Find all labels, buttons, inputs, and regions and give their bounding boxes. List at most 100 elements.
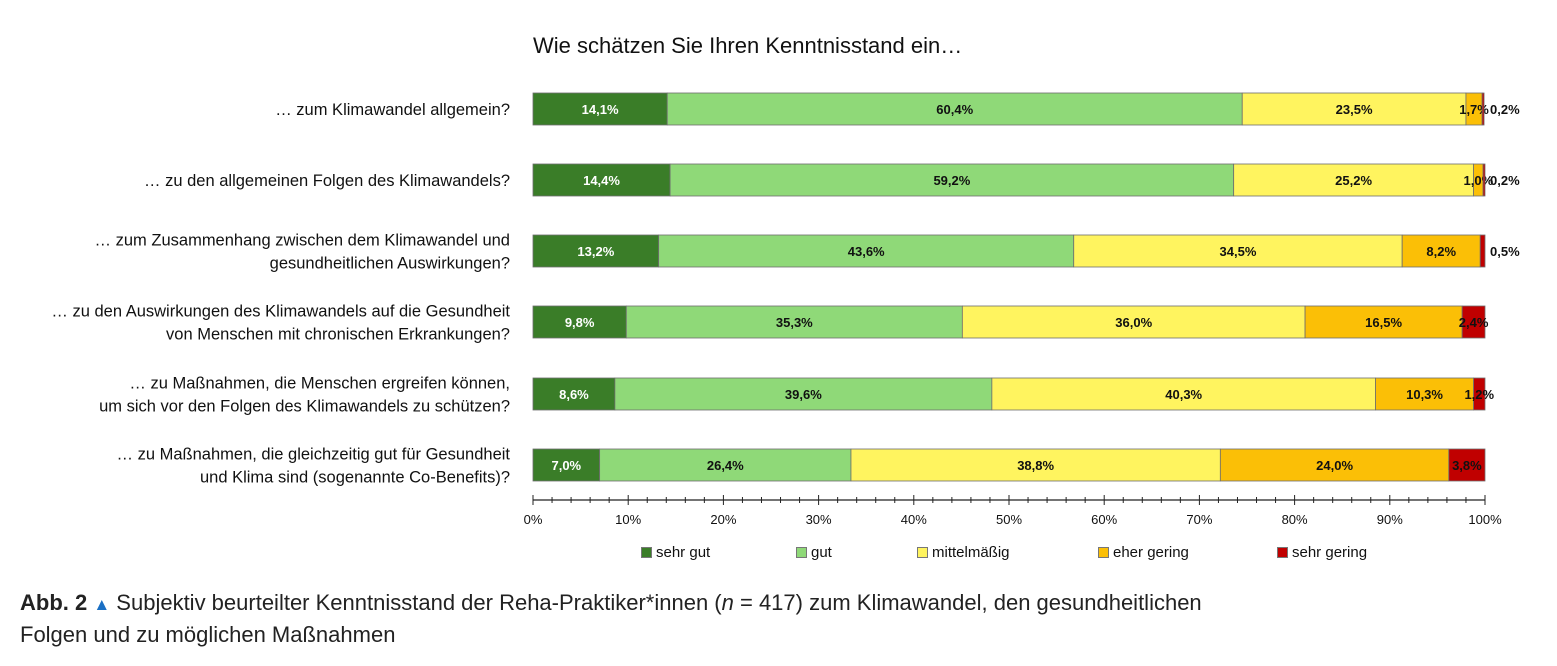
data-label: 0,5% (1490, 244, 1520, 259)
bar-segment (1073, 234, 1403, 268)
bar-segment (1482, 163, 1486, 197)
bar-segment (1401, 234, 1481, 268)
data-label: 10,3% (1406, 387, 1443, 402)
category-label: … zu Maßnahmen, die Menschen ergreifen k… (129, 375, 510, 393)
data-label: 7,0% (551, 458, 581, 473)
caption-line-1: Abb. 2 ▲ Subjektiv beurteilter Kenntniss… (20, 588, 1400, 620)
category-label: … zum Klimawandel allgemein? (275, 101, 510, 119)
bar-segment (1304, 305, 1463, 339)
caption-text-part-2: = 417) zum Klimawandel, den gesundheitli… (733, 590, 1202, 615)
bar-segment (1479, 234, 1486, 268)
category-label: und Klima sind (sogenannte Co-Benefits)? (200, 469, 510, 487)
figure-caption: Abb. 2 ▲ Subjektiv beurteilter Kenntniss… (20, 588, 1400, 650)
data-label: 38,8% (1017, 458, 1054, 473)
data-label: 9,8% (565, 315, 595, 330)
data-label: 8,6% (559, 387, 589, 402)
x-tick-label: 80% (1282, 512, 1308, 527)
legend-item: mittelmäßig (917, 544, 1010, 561)
legend-label: gut (811, 544, 832, 561)
bar-segment (666, 92, 1243, 126)
data-label: 43,6% (848, 244, 885, 259)
bar-segment (532, 377, 616, 411)
data-label: 8,2% (1426, 244, 1456, 259)
category-label: … zu den Auswirkungen des Klimawandels a… (51, 303, 510, 321)
caption-n-symbol: n (721, 590, 734, 615)
data-label: 36,0% (1115, 315, 1152, 330)
data-label: 13,2% (577, 244, 614, 259)
data-label: 0,2% (1490, 102, 1520, 117)
legend-item: eher gering (1098, 544, 1189, 561)
legend-swatch (1098, 547, 1109, 558)
x-tick-label: 0% (524, 512, 543, 527)
bar-segment (669, 163, 1235, 197)
data-label: 34,5% (1220, 244, 1257, 259)
data-label: 26,4% (707, 458, 744, 473)
category-label: von Menschen mit chronischen Erkrankunge… (166, 326, 510, 344)
data-label: 16,5% (1365, 315, 1402, 330)
bar-segment (1375, 377, 1474, 411)
category-label: … zum Zusammenhang zwischen dem Klimawan… (95, 232, 510, 250)
x-tick-label: 70% (1186, 512, 1212, 527)
data-label: 25,2% (1335, 173, 1372, 188)
x-tick-label: 100% (1468, 512, 1502, 527)
data-label: 1,7% (1459, 102, 1489, 117)
legend-swatch (796, 547, 807, 558)
bar-segment (599, 448, 852, 482)
x-tick-label: 40% (901, 512, 927, 527)
legend-swatch (641, 547, 652, 558)
legend-item: gut (796, 544, 832, 561)
data-label: 0,2% (1490, 173, 1520, 188)
bar-segment (1481, 92, 1485, 126)
data-label: 3,8% (1452, 458, 1482, 473)
data-label: 24,0% (1316, 458, 1353, 473)
legend-label: eher gering (1113, 544, 1189, 561)
data-label: 39,6% (785, 387, 822, 402)
bar-segment (1461, 305, 1486, 339)
legend-item: sehr gering (1277, 544, 1367, 561)
category-label: … zu Maßnahmen, die gleichzeitig gut für… (117, 446, 511, 464)
legend-label: sehr gering (1292, 544, 1368, 561)
data-label: 23,5% (1336, 102, 1373, 117)
bar-segment (850, 448, 1221, 482)
data-label: 14,1% (582, 102, 619, 117)
caption-line-2: Folgen und zu möglichen Maßnahmen (20, 622, 396, 647)
data-label: 35,3% (776, 315, 813, 330)
bar-segment (1473, 377, 1486, 411)
data-label: 14,4% (583, 173, 620, 188)
legend-item: sehr gut (641, 544, 710, 561)
stacked-bar-chart: … zum Klimawandel allgemein? … zu den all… (51, 92, 1520, 527)
data-label: 40,3% (1165, 387, 1202, 402)
category-label: um sich vor den Folgen des Klimawandels … (99, 398, 510, 416)
category-label: … zu den allgemeinen Folgen des Klimawan… (144, 172, 510, 190)
bar-segment (532, 163, 671, 197)
x-tick-label: 90% (1377, 512, 1403, 527)
bar-segment (991, 377, 1376, 411)
legend-swatch (1277, 547, 1288, 558)
x-tick-label: 10% (615, 512, 641, 527)
bar-segment (614, 377, 993, 411)
bar-segment (658, 234, 1075, 268)
x-tick-label: 60% (1091, 512, 1117, 527)
figure-label: Abb. 2 (20, 590, 88, 615)
x-tick-label: 50% (996, 512, 1022, 527)
data-label: 1,0% (1464, 173, 1494, 188)
bar-segment (1448, 448, 1486, 482)
data-label: 1,2% (1464, 387, 1494, 402)
data-label: 2,4% (1459, 315, 1489, 330)
triangle-marker-icon: ▲ (93, 595, 111, 614)
legend-label: sehr gut (656, 544, 711, 561)
legend-swatch (917, 547, 928, 558)
bar-segment (1241, 92, 1467, 126)
chart-legend: sehr gut gut mittelmäßig eher gering sehr ge… (0, 542, 1557, 568)
x-tick-label: 20% (710, 512, 736, 527)
data-label: 59,2% (933, 173, 970, 188)
legend-label: mittelmäßig (932, 544, 1010, 561)
caption-text-part-1: Subjektiv beurteilter Kenntnisstand der … (110, 590, 722, 615)
bar-segment (1219, 448, 1450, 482)
bar-segment (532, 92, 668, 126)
category-label: gesundheitlichen Auswirkungen? (270, 255, 510, 273)
bar-segment (1233, 163, 1474, 197)
bar-segment (625, 305, 963, 339)
chart-title: Wie schätzen Sie Ihren Kenntnisstand ein… (533, 33, 963, 58)
data-label: 60,4% (936, 102, 973, 117)
